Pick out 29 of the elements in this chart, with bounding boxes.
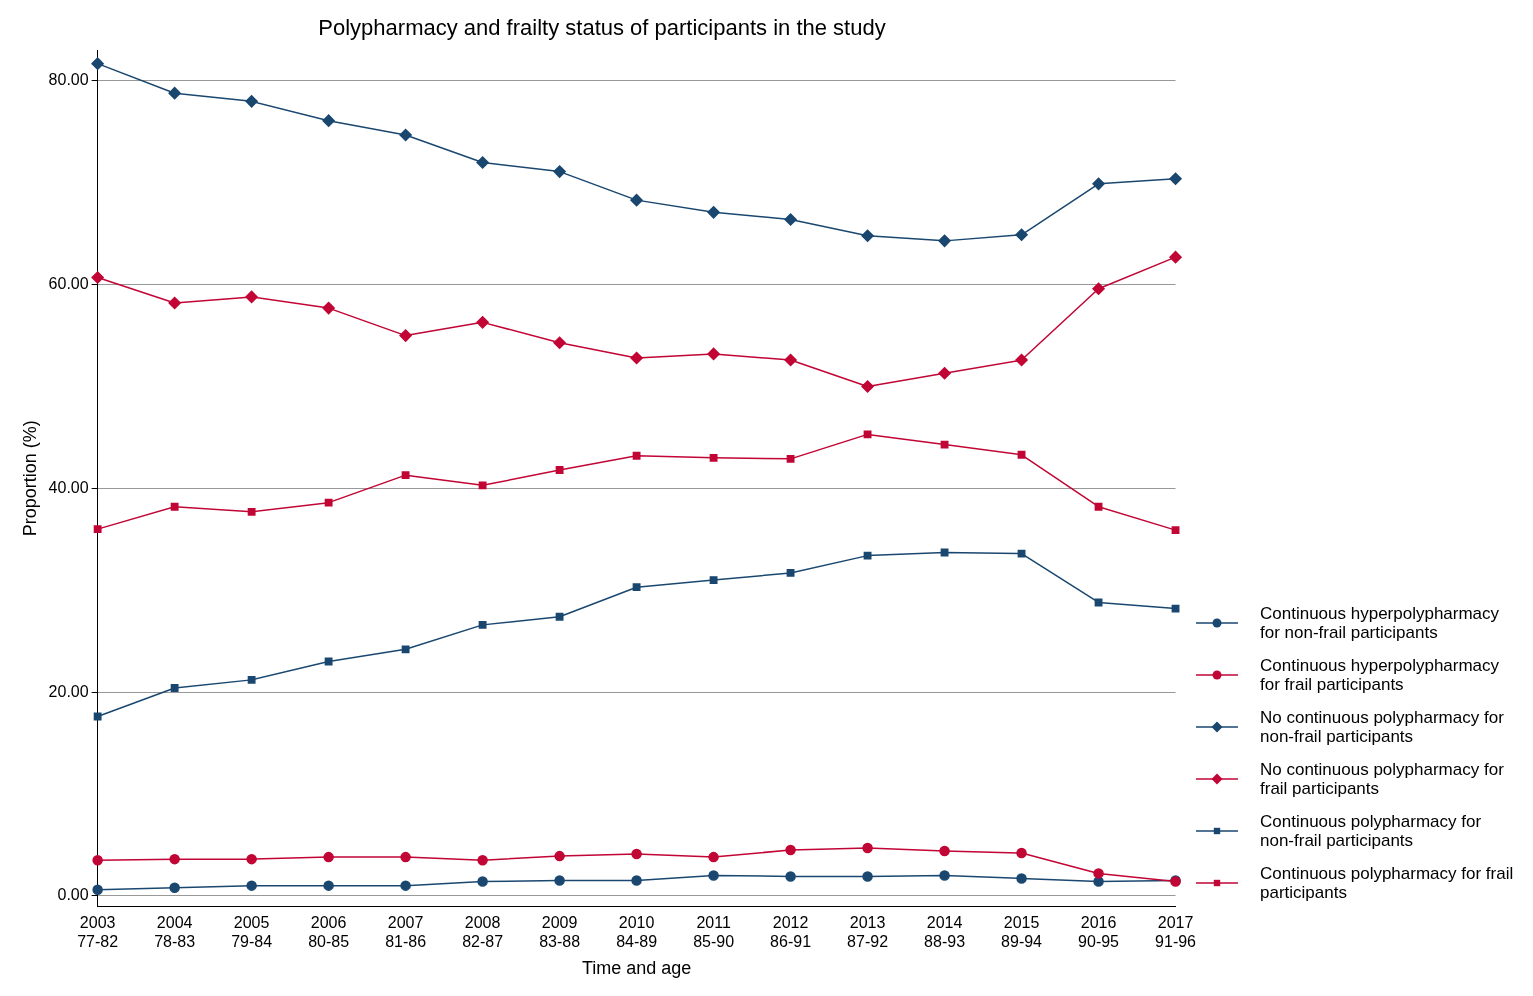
y-tick-label: 0.00 [57, 886, 89, 904]
y-tick-label: 80.00 [48, 71, 89, 89]
y-tick-label: 20.00 [48, 682, 89, 700]
legend-label: Continuous polypharmacy for non-frail participants [1260, 812, 1483, 850]
legend-label: Continuous polypharmacy for frail participants [1260, 864, 1515, 902]
legend-label: Continuous hyperpolypharmacy for non-frail participants [1260, 604, 1501, 642]
x-tick-label: 2007 81-86 [385, 914, 427, 951]
legend-label: No continuous polypharmacy for frail participants [1260, 760, 1505, 798]
x-tick-label: 2015 89-94 [1001, 914, 1043, 951]
x-tick-label: 2013 87-92 [847, 914, 889, 951]
legend-label: No continuous polypharmacy for non-frail participants [1260, 708, 1505, 746]
x-tick-label: 2006 80-85 [308, 914, 350, 951]
legend-label: Continuous hyperpolypharmacy for frail participants [1260, 656, 1501, 694]
x-tick-label: 2009 83-88 [539, 914, 581, 951]
x-tick-label: 2017 91-96 [1155, 914, 1197, 951]
y-tick-label: 60.00 [48, 275, 89, 293]
chart-title: Polypharmacy and frailty status of participants in the study [318, 15, 886, 41]
y-axis-title: Proportion (%) [19, 420, 40, 537]
x-tick-label: 2011 85-90 [693, 914, 735, 951]
x-tick-label: 2016 90-95 [1078, 914, 1120, 951]
x-tick-label: 2010 84-89 [616, 914, 658, 951]
x-tick-label: 2005 79-84 [231, 914, 273, 951]
x-axis-title: Time and age [581, 958, 692, 979]
y-tick-label: 40.00 [48, 478, 89, 496]
x-tick-label: 2003 77-82 [77, 914, 119, 951]
x-tick-label: 2014 88-93 [924, 914, 966, 951]
x-tick-label: 2008 82-87 [462, 914, 504, 951]
x-tick-label: 2012 86-91 [770, 914, 812, 951]
x-tick-label: 2004 78-83 [154, 914, 196, 951]
